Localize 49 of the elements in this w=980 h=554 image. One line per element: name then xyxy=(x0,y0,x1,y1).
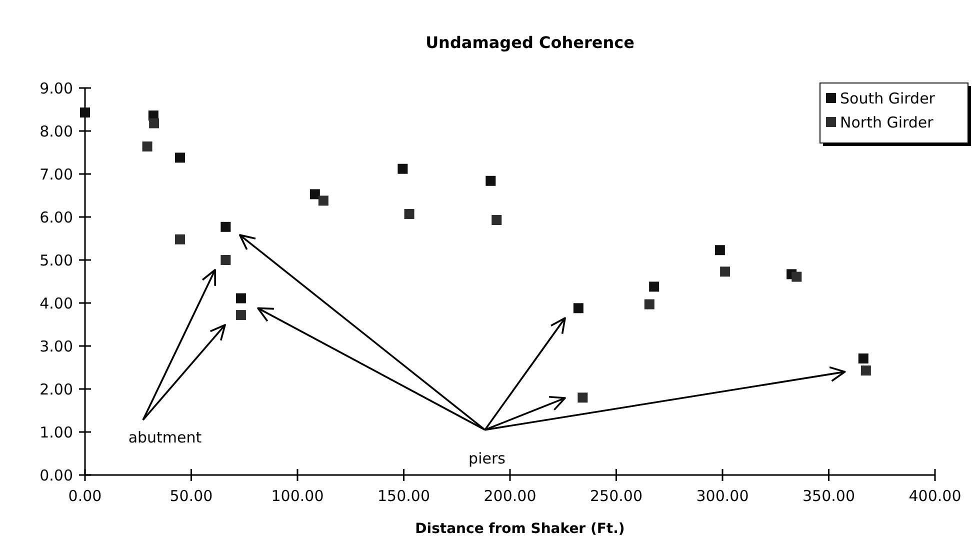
point xyxy=(398,164,408,174)
y-tick-label: 2.00 xyxy=(40,380,73,398)
y-tick-label: 6.00 xyxy=(40,208,73,226)
annotation: abutment xyxy=(128,428,202,446)
x-tick-label: 250.00 xyxy=(590,487,642,505)
y-tick-label: 4.00 xyxy=(40,294,73,312)
point xyxy=(404,208,414,219)
point xyxy=(142,141,152,152)
y-tick-label: 3.00 xyxy=(40,337,73,356)
point xyxy=(236,310,246,320)
point xyxy=(236,293,246,304)
x-tick-label: 350.00 xyxy=(802,487,855,505)
point xyxy=(318,196,328,206)
chart-title: Undamaged Coherence xyxy=(426,33,635,52)
x-tick-label: 150.00 xyxy=(378,487,430,505)
point xyxy=(220,255,231,265)
point xyxy=(149,118,160,128)
point xyxy=(220,222,231,232)
x-tick-label: 0.00 xyxy=(68,487,102,505)
point xyxy=(720,266,730,277)
x-axis-title: Distance from Shaker (Ft.) xyxy=(415,521,625,537)
x-tick-label: 200.00 xyxy=(484,487,536,505)
x-tick-label: 400.00 xyxy=(908,487,962,505)
point xyxy=(860,366,871,376)
point xyxy=(310,189,320,200)
annotation: piers xyxy=(468,449,506,468)
point xyxy=(714,245,725,256)
x-tick-label: 300.00 xyxy=(696,487,749,505)
point xyxy=(174,152,185,163)
point xyxy=(492,215,502,226)
point xyxy=(858,353,868,364)
point xyxy=(174,234,185,244)
legend-label: South Girder xyxy=(840,89,936,108)
point xyxy=(486,176,496,186)
point xyxy=(578,392,588,403)
point xyxy=(792,272,802,282)
y-tick-label: 9.00 xyxy=(40,79,73,98)
point xyxy=(649,282,660,292)
x-tick-label: 100.00 xyxy=(271,487,324,505)
point xyxy=(644,299,654,310)
y-tick-label: 7.00 xyxy=(40,165,73,184)
y-tick-label: 8.00 xyxy=(40,122,73,140)
legend-label: North Girder xyxy=(840,113,934,132)
y-tick-label: 1.00 xyxy=(40,423,73,442)
point xyxy=(80,108,90,118)
y-tick-label: 0.00 xyxy=(40,466,73,484)
y-tick-label: 5.00 xyxy=(40,251,73,270)
x-tick-label: 50.00 xyxy=(170,487,213,505)
point xyxy=(573,303,584,314)
